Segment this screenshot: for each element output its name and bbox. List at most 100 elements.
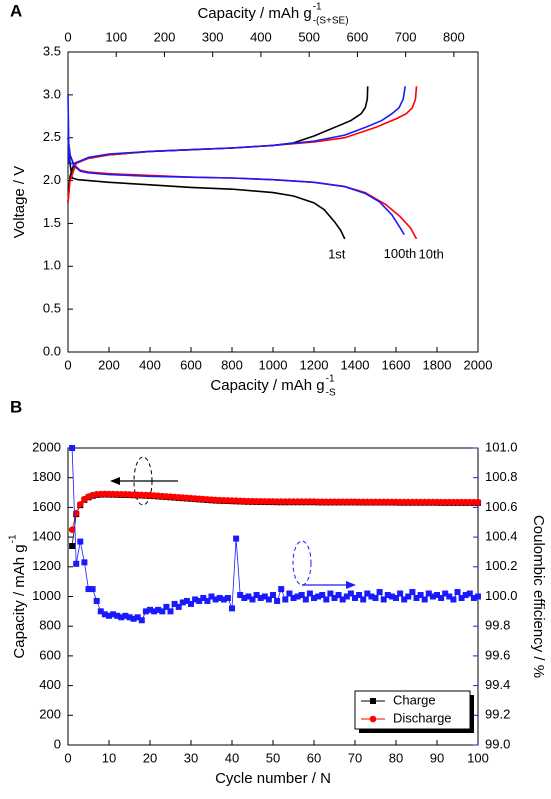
axis-label-text: Voltage / V bbox=[11, 166, 28, 239]
x-tick-label: 100 bbox=[467, 750, 489, 765]
marker bbox=[364, 590, 371, 597]
x-tick-label: 50 bbox=[266, 750, 280, 765]
x-tick-label: 20 bbox=[143, 750, 157, 765]
marker bbox=[72, 510, 80, 517]
axis-label-sub: -(S+SE) bbox=[313, 16, 349, 27]
y-tick-label: 100.2 bbox=[485, 558, 518, 573]
x-tick-label: 40 bbox=[225, 750, 239, 765]
marker bbox=[73, 560, 80, 567]
x-tick-label: 2000 bbox=[464, 357, 493, 372]
y-tick-label: 99.6 bbox=[485, 647, 510, 662]
marker bbox=[253, 592, 260, 599]
marker bbox=[85, 586, 92, 593]
legend-label: Discharge bbox=[393, 710, 452, 725]
axis-label-text: Capacity / mAh g bbox=[210, 377, 324, 394]
marker bbox=[77, 538, 84, 545]
marker bbox=[352, 594, 358, 601]
marker bbox=[454, 589, 461, 596]
marker bbox=[409, 589, 416, 596]
marker bbox=[81, 559, 88, 566]
marker bbox=[290, 594, 297, 601]
marker bbox=[323, 596, 330, 603]
marker bbox=[69, 445, 76, 451]
arrow-head bbox=[110, 477, 120, 485]
marker bbox=[122, 612, 129, 619]
legend-box bbox=[354, 690, 471, 730]
marker bbox=[462, 592, 469, 599]
marker bbox=[265, 596, 272, 603]
marker bbox=[384, 592, 391, 599]
marker bbox=[68, 526, 76, 533]
marker bbox=[450, 596, 457, 603]
marker bbox=[393, 594, 399, 601]
y-tick-label: 1800 bbox=[32, 469, 61, 484]
marker bbox=[278, 586, 285, 593]
marker bbox=[475, 593, 481, 600]
curve-label: 100th bbox=[384, 246, 417, 261]
marker bbox=[261, 593, 268, 600]
y-tick-label: 100.4 bbox=[485, 529, 518, 544]
x-tick-label: 1800 bbox=[423, 357, 452, 372]
y-tick-label: 100.6 bbox=[485, 499, 518, 514]
x-tick-label: 500 bbox=[298, 29, 320, 44]
marker bbox=[347, 590, 354, 597]
marker bbox=[200, 594, 207, 601]
marker bbox=[229, 605, 235, 612]
legend-marker bbox=[369, 715, 377, 723]
x-tick-label: 600 bbox=[347, 29, 369, 44]
marker bbox=[298, 592, 305, 599]
axis-label-group: Capacity / mAh g -1 -S bbox=[210, 374, 336, 399]
marker bbox=[458, 594, 465, 601]
marker bbox=[130, 615, 137, 622]
marker bbox=[335, 592, 342, 599]
marker bbox=[163, 603, 170, 610]
marker bbox=[155, 606, 162, 613]
marker bbox=[282, 596, 289, 603]
marker bbox=[110, 611, 117, 618]
marker bbox=[147, 606, 153, 613]
axis-label: Cycle number / N bbox=[215, 770, 331, 787]
marker bbox=[183, 597, 190, 604]
marker bbox=[434, 592, 440, 599]
x-tick-label: 800 bbox=[443, 29, 465, 44]
marker bbox=[360, 596, 367, 603]
y-tick-label: 100.0 bbox=[485, 588, 518, 603]
axis-label: Voltage / V bbox=[11, 166, 28, 239]
y-tick-label: 3.0 bbox=[43, 86, 61, 101]
panel-label: B bbox=[10, 397, 22, 416]
x-tick-label: 60 bbox=[307, 750, 321, 765]
y-tick-label: 3.5 bbox=[43, 43, 61, 58]
marker bbox=[188, 600, 194, 607]
y-tick-label: 2000 bbox=[32, 439, 61, 454]
axis-label-group: Capacity / mAh g -1 -(S+SE) bbox=[197, 2, 348, 27]
marker bbox=[257, 594, 264, 601]
y-tick-label: 100.8 bbox=[485, 469, 518, 484]
axis-label: Coulombic efficiency / % bbox=[530, 515, 547, 678]
marker bbox=[401, 596, 408, 603]
axis-label-text: Capacity / mAh g bbox=[197, 5, 311, 22]
y-tick-label: 1.5 bbox=[43, 215, 61, 230]
x-tick-label: 1000 bbox=[259, 357, 288, 372]
x-tick-label: 0 bbox=[64, 750, 71, 765]
y-tick-label: 1200 bbox=[32, 558, 61, 573]
marker bbox=[237, 592, 244, 599]
marker bbox=[89, 586, 96, 593]
marker bbox=[77, 501, 84, 508]
axis-label-group: Capacity / mAh g-1 bbox=[8, 534, 28, 659]
marker bbox=[171, 600, 178, 607]
y-tick-label: 2.0 bbox=[43, 172, 61, 187]
marker bbox=[101, 611, 108, 618]
marker bbox=[159, 608, 166, 615]
marker bbox=[466, 590, 473, 597]
arrow-head bbox=[346, 581, 356, 589]
y-tick-label: 99.4 bbox=[485, 677, 510, 692]
legend-marker bbox=[370, 698, 376, 704]
y-tick-label: 2.5 bbox=[43, 129, 61, 144]
dashed-ellipse bbox=[292, 540, 312, 586]
y-tick-label: 600 bbox=[39, 647, 61, 662]
x-tick-label: 800 bbox=[221, 357, 243, 372]
y-tick-label: 99.0 bbox=[485, 736, 510, 751]
marker bbox=[241, 594, 248, 601]
x-tick-label: 600 bbox=[180, 357, 202, 372]
